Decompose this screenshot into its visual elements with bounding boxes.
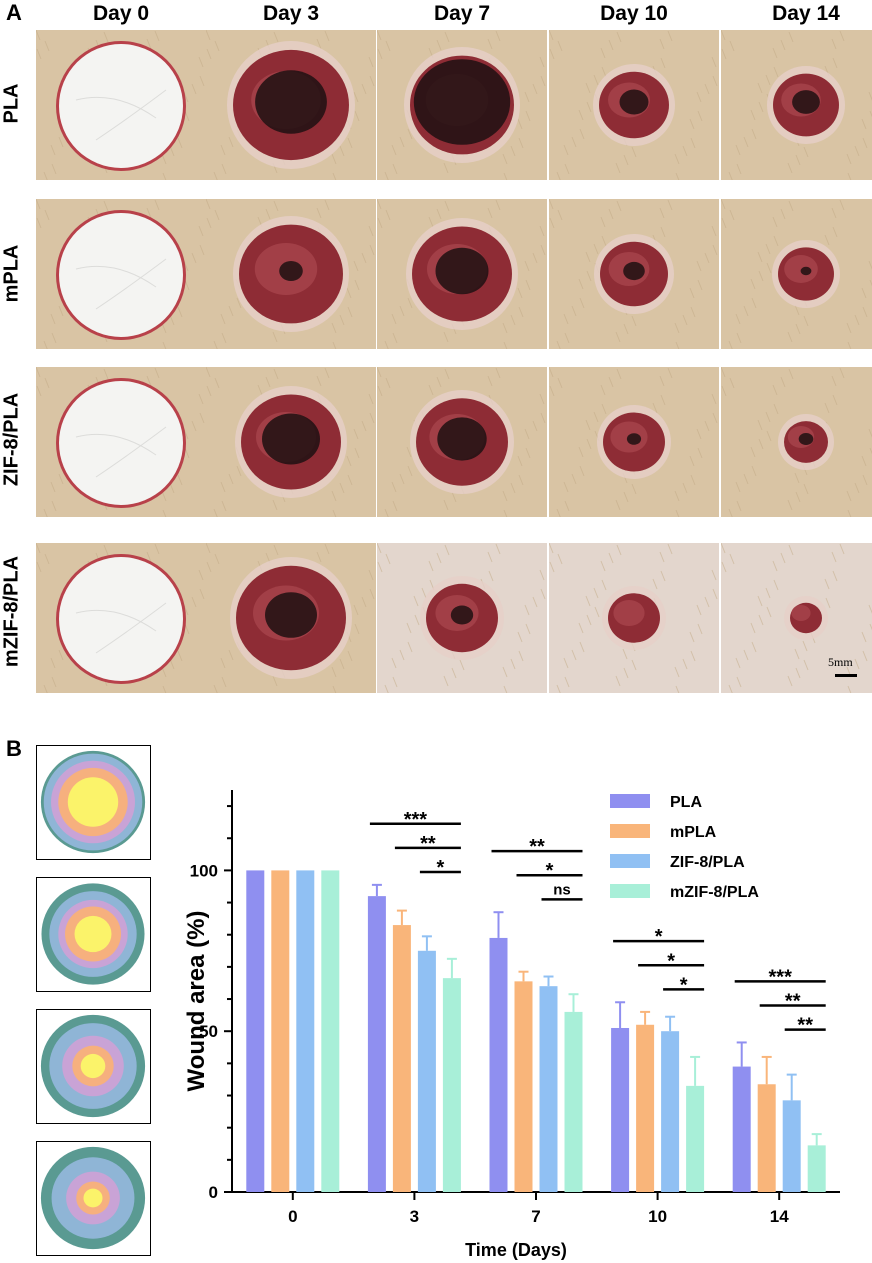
- significance-label: **: [797, 1015, 813, 1037]
- day-label: Day 7: [433, 2, 491, 25]
- bar: [442, 978, 461, 1192]
- wound-photo: [549, 30, 719, 180]
- y-tick-label: 0: [209, 1183, 218, 1202]
- x-tick-label: 10: [648, 1207, 667, 1226]
- bar: [246, 870, 265, 1192]
- significance-label: *: [546, 860, 554, 882]
- x-tick-label: 14: [770, 1207, 789, 1226]
- bar: [417, 950, 436, 1192]
- day-label: Day 14: [772, 2, 840, 25]
- significance-label: **: [420, 833, 436, 855]
- wound-photo: [377, 367, 547, 517]
- bar: [564, 1011, 583, 1192]
- wound-photo: [36, 199, 206, 349]
- bar: [782, 1100, 801, 1192]
- significance-label: ns: [553, 881, 571, 898]
- wound-photo: [549, 367, 719, 517]
- wound-photo: [377, 30, 547, 180]
- wound-photo: [377, 199, 547, 349]
- legend-label: mPLA: [670, 824, 717, 841]
- wound-trace-thumbnail: [36, 877, 151, 992]
- wound-photo: [206, 367, 376, 517]
- significance-label: *: [655, 926, 663, 948]
- bar: [661, 1031, 680, 1192]
- legend-swatch: [610, 854, 650, 868]
- bar: [321, 870, 340, 1192]
- significance-label: *: [667, 950, 675, 972]
- x-tick-label: 0: [288, 1207, 297, 1226]
- wound-photo: [36, 30, 206, 180]
- bar: [807, 1145, 826, 1192]
- bar: [296, 870, 315, 1192]
- x-tick-label: 7: [531, 1207, 540, 1226]
- y-tick-label: 50: [199, 1022, 218, 1041]
- bar: [686, 1085, 705, 1192]
- x-tick-label: 3: [410, 1207, 419, 1226]
- significance-label: ***: [769, 966, 793, 988]
- wound-photo: [549, 199, 719, 349]
- wound-photo: [549, 543, 719, 693]
- bar: [611, 1027, 630, 1192]
- significance-label: **: [529, 836, 545, 858]
- group-label: PLA: [0, 83, 23, 124]
- panel-a-letter: A: [6, 0, 22, 25]
- x-axis-label: Time (Days): [465, 1240, 567, 1260]
- scale-bar-label: 5mm: [828, 655, 853, 669]
- wound-trace-thumbnail: [36, 1141, 151, 1256]
- day-label: Day 10: [600, 2, 668, 25]
- legend-label: PLA: [670, 794, 702, 811]
- significance-label: *: [680, 974, 688, 996]
- bar: [636, 1024, 655, 1192]
- wound-photo: [721, 367, 872, 517]
- wound-photo: [721, 199, 872, 349]
- wound-photo: [721, 30, 872, 180]
- y-tick-label: 100: [190, 861, 218, 880]
- group-label: ZIF-8/PLA: [0, 392, 23, 487]
- significance-label: ***: [404, 809, 428, 831]
- bar: [732, 1066, 751, 1192]
- wound-trace-thumbnail: [36, 745, 151, 860]
- group-label: mZIF-8/PLA: [0, 555, 23, 668]
- wound-photo: [206, 543, 376, 693]
- bar: [757, 1084, 776, 1192]
- bar: [539, 986, 558, 1192]
- bar: [367, 896, 386, 1192]
- day-label: Day 3: [262, 2, 320, 25]
- wound-photo: [36, 543, 206, 693]
- legend-swatch: [610, 794, 650, 808]
- bar: [489, 937, 508, 1192]
- legend-label: mZIF-8/PLA: [670, 884, 759, 901]
- significance-label: *: [437, 857, 445, 879]
- bar: [271, 870, 290, 1192]
- bar: [514, 981, 533, 1192]
- scale-bar: [835, 674, 857, 677]
- bar: [392, 925, 411, 1192]
- legend-label: ZIF-8/PLA: [670, 854, 745, 871]
- significance-label: **: [785, 990, 801, 1012]
- legend-swatch: [610, 824, 650, 838]
- legend-swatch: [610, 884, 650, 898]
- wound-photo: [377, 543, 547, 693]
- wound-photo: [721, 543, 872, 693]
- y-axis-label: Wound area (%): [183, 911, 210, 1092]
- wound-photo: [206, 30, 376, 180]
- group-label: mPLA: [0, 244, 23, 303]
- wound-photo: [206, 199, 376, 349]
- panel-b-letter: B: [6, 736, 22, 761]
- wound-photo: [36, 367, 206, 517]
- day-label: Day 0: [92, 2, 150, 25]
- wound-trace-thumbnail: [36, 1009, 151, 1124]
